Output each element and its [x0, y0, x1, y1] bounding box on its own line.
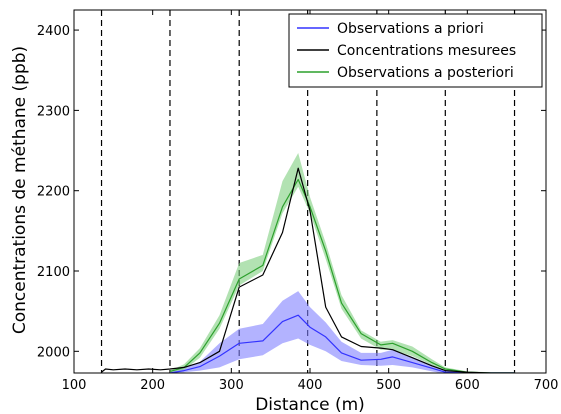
x-tick-label-2: 300 — [219, 378, 244, 393]
x-tick-label-5: 600 — [455, 378, 480, 393]
uncertainty-band-2 — [170, 153, 515, 373]
series-line-1 — [101, 167, 515, 373]
legend-label-0: Observations a priori — [337, 21, 484, 37]
y-tick-label-3: 2300 — [37, 104, 70, 119]
y-tick-label-1: 2100 — [37, 265, 70, 280]
legend-box — [288, 13, 543, 88]
x-tick-label-3: 400 — [298, 378, 323, 393]
series-line-0 — [169, 314, 515, 373]
y-axis-title: Concentrations de méthane (ppb) — [10, 46, 30, 334]
uncertainty-band-0 — [170, 291, 515, 373]
series-line-2 — [169, 178, 515, 373]
y-tick-label-0: 2000 — [37, 345, 70, 360]
x-tick-label-6: 700 — [534, 378, 559, 393]
legend-label-2: Observations a posteriori — [337, 65, 514, 81]
x-tick-label-0: 100 — [62, 378, 87, 393]
legend: Observations a priori Concentrations mesu… — [288, 13, 543, 88]
x-tick-label-1: 200 — [140, 378, 165, 393]
x-tick-label-4: 500 — [376, 378, 401, 393]
y-tick-label-2: 2200 — [37, 185, 70, 200]
x-axis-title: Distance (m) — [255, 395, 365, 414]
legend-label-1: Concentrations mesurees — [337, 43, 516, 59]
y-tick-label-4: 2400 — [37, 24, 70, 39]
